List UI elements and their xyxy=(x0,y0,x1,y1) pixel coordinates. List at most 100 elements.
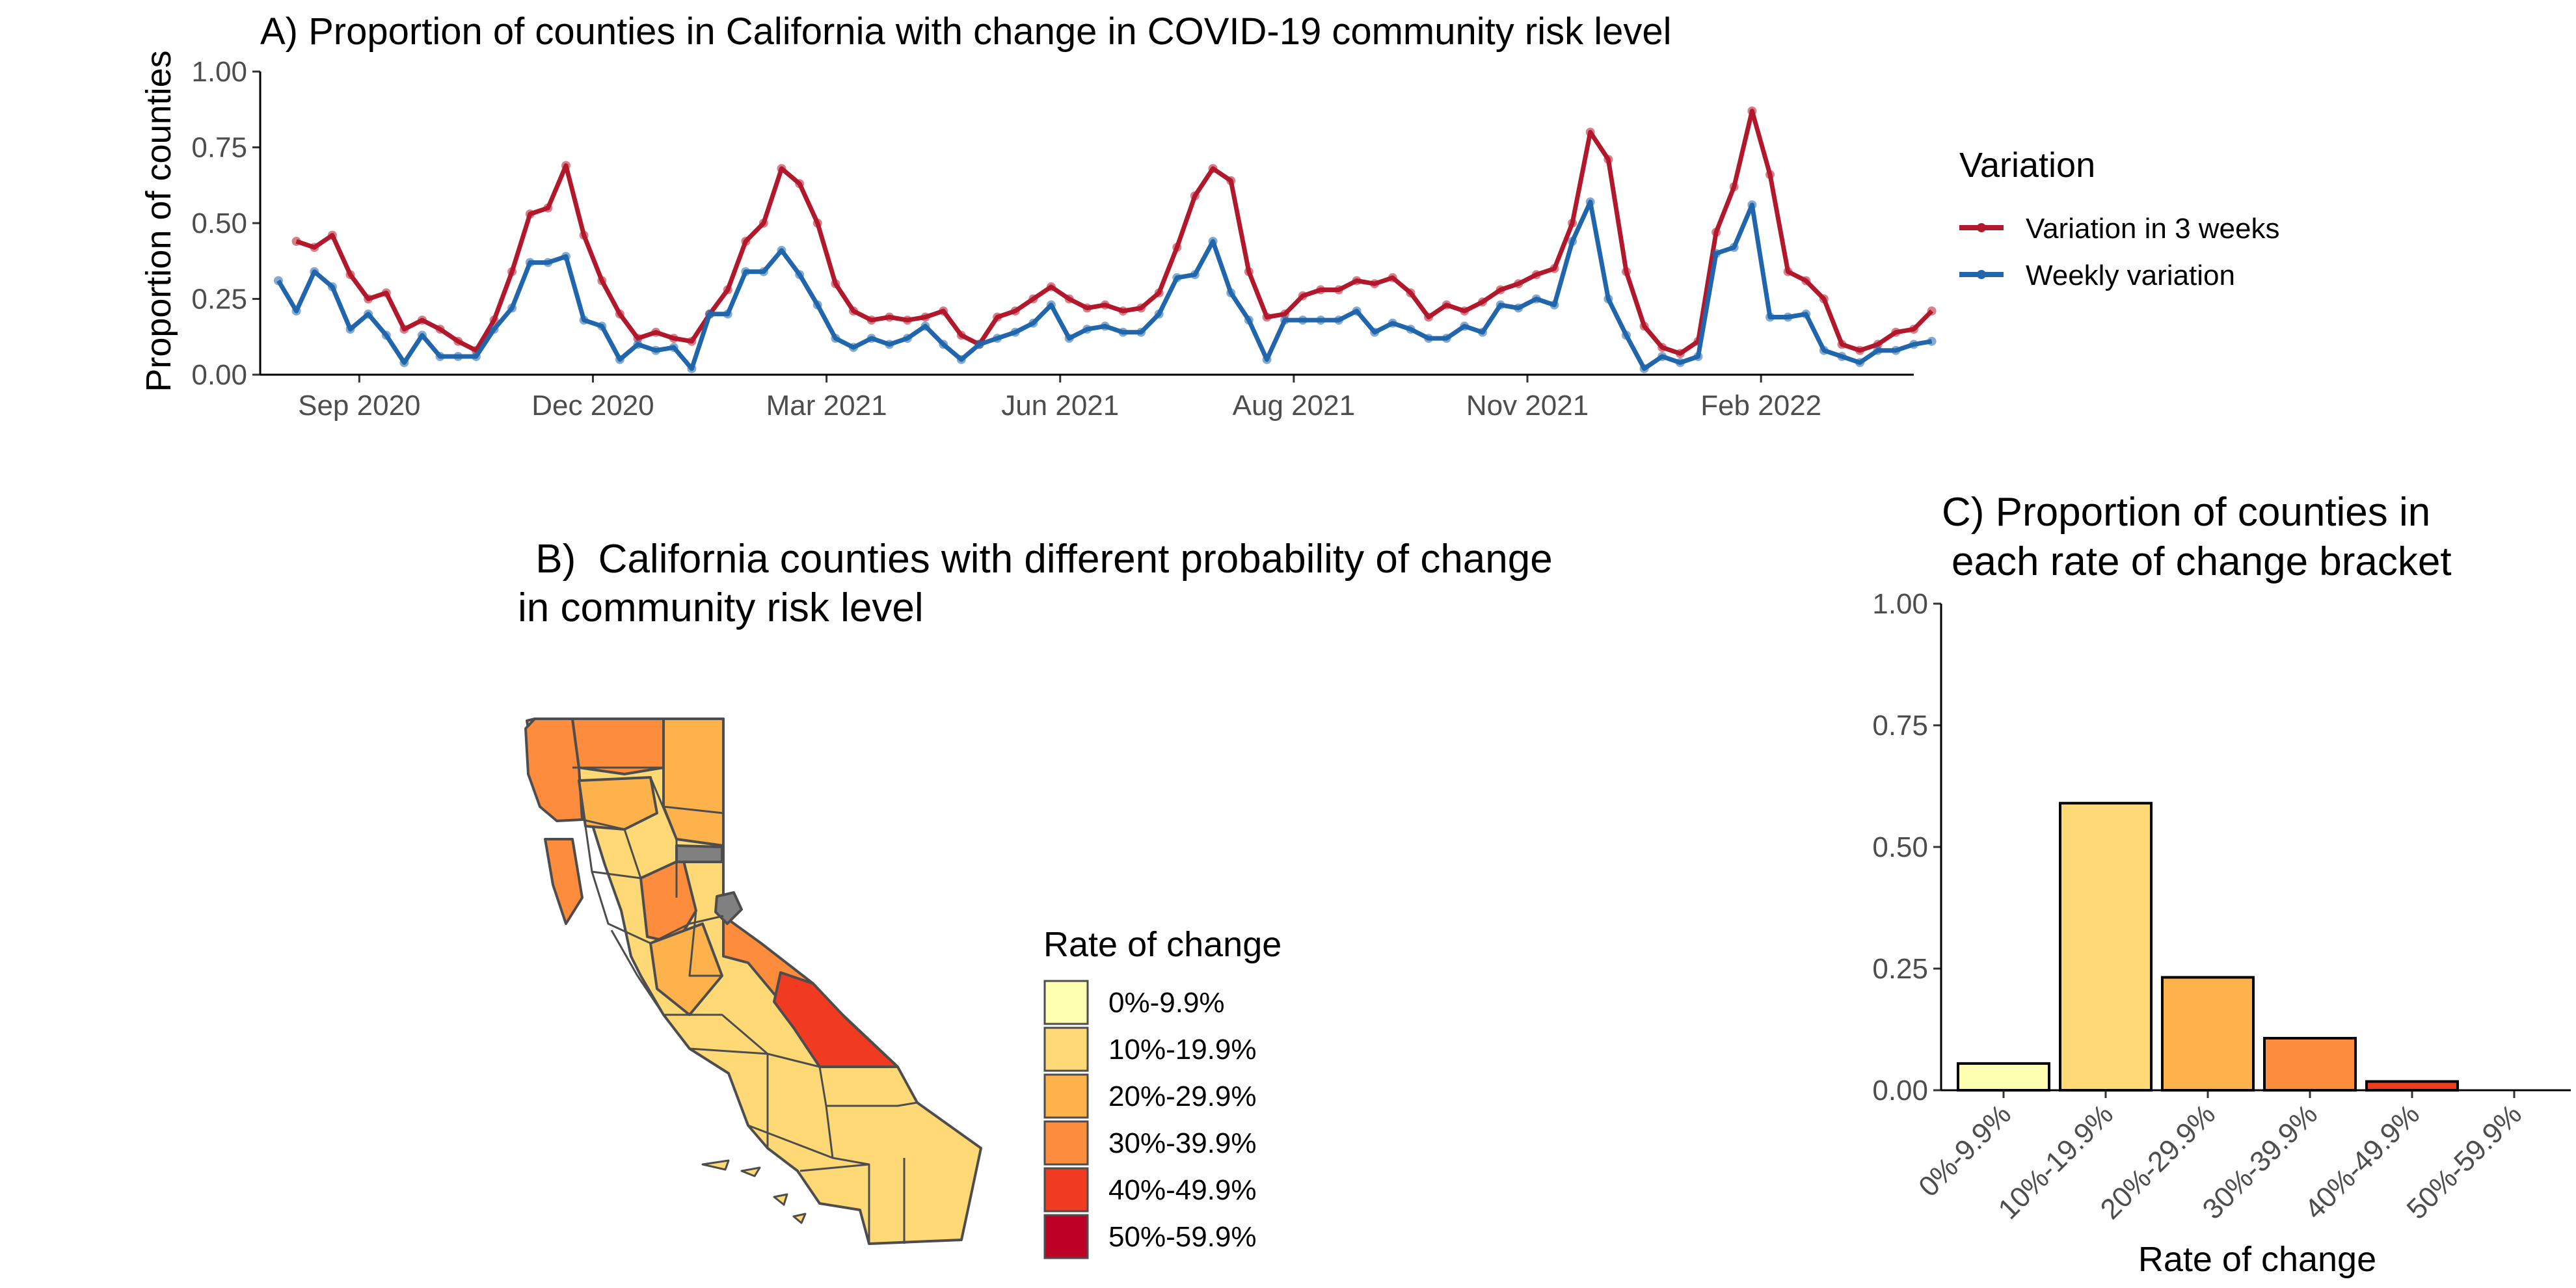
b-legend-key-2 xyxy=(1043,1073,1089,1119)
a-point xyxy=(777,164,786,174)
c-bar-1 xyxy=(2059,801,2153,1092)
a-point xyxy=(1568,219,1577,228)
a-point xyxy=(939,340,948,349)
a-y-tick-label: 0.25 xyxy=(191,284,247,315)
panel-c-title-line2: each rate of change bracket xyxy=(1952,539,2452,584)
a-point xyxy=(1531,270,1541,280)
a-point xyxy=(956,330,966,340)
a-point xyxy=(1100,300,1110,310)
a-point xyxy=(291,237,301,246)
a-point xyxy=(687,364,697,373)
a-point xyxy=(561,252,570,262)
c-bar-3 xyxy=(2263,1036,2357,1092)
legend-key-red-point xyxy=(1977,223,1986,232)
a-point xyxy=(1334,285,1343,295)
a-point xyxy=(1478,327,1487,337)
a-point xyxy=(1316,315,1326,325)
legend-key-blue-point xyxy=(1977,270,1986,279)
panel-c-title-line1: C) Proportion of counties in xyxy=(1942,490,2430,535)
b-legend-entry-2: 20%-29.9% xyxy=(1108,1080,1256,1112)
a-x-tick-label: Feb 2022 xyxy=(1700,390,1821,422)
a-point xyxy=(1909,340,1918,349)
a-point xyxy=(1208,237,1218,246)
a-point xyxy=(1406,325,1415,334)
b-legend-key-0 xyxy=(1043,980,1089,1025)
panel-b-title-line2: in community risk level xyxy=(518,585,924,630)
a-point xyxy=(1010,327,1020,337)
a-point xyxy=(849,343,858,353)
a-point xyxy=(1352,276,1362,286)
a-point xyxy=(274,276,283,286)
a-point xyxy=(1064,294,1074,304)
a-point xyxy=(381,288,391,298)
a-point xyxy=(777,245,786,255)
a-point xyxy=(1496,300,1505,310)
c-bar-2 xyxy=(2161,976,2255,1092)
a-point xyxy=(1729,182,1739,192)
a-point xyxy=(1082,303,1092,313)
c-y-tick-label: 0.00 xyxy=(1872,1075,1928,1107)
a-y-tick-label: 0.50 xyxy=(191,208,247,239)
a-y-tick-label: 0.00 xyxy=(191,359,247,391)
a-point xyxy=(1711,248,1721,258)
a-point xyxy=(1675,349,1685,358)
a-point xyxy=(1208,164,1218,174)
a-x-tick-label: Sep 2020 xyxy=(298,390,420,422)
a-point xyxy=(1711,228,1721,237)
a-point xyxy=(651,345,661,355)
a-point xyxy=(291,306,301,316)
a-point xyxy=(1172,243,1182,252)
b-legend-entry-1: 10%-19.9% xyxy=(1108,1034,1256,1066)
panel-a-legend-title: Variation xyxy=(1959,146,2095,185)
a-point xyxy=(1154,288,1164,298)
a-point xyxy=(1747,106,1757,116)
a-point xyxy=(1118,327,1128,337)
county-mendocino xyxy=(544,838,584,925)
a-point xyxy=(1442,334,1451,343)
a-point xyxy=(1747,200,1757,209)
a-point xyxy=(974,340,984,349)
panel-a-series xyxy=(274,106,1937,373)
a-point xyxy=(1585,197,1595,207)
a-point xyxy=(1154,309,1164,319)
a-point xyxy=(885,340,894,349)
a-point xyxy=(1496,285,1505,295)
a-point xyxy=(1046,300,1056,310)
a-point xyxy=(1855,345,1865,355)
channel-islands xyxy=(701,1159,807,1224)
a-point xyxy=(741,267,751,276)
a-point xyxy=(1028,294,1038,304)
a-point xyxy=(1298,291,1308,301)
legend-entry-weekly-variation: Weekly variation xyxy=(2026,260,2235,291)
a-point xyxy=(597,276,607,286)
a-point xyxy=(1927,336,1937,346)
a-point xyxy=(525,209,535,219)
a-point xyxy=(1603,155,1613,165)
a-point xyxy=(1226,288,1236,298)
a-point xyxy=(435,352,445,361)
a-point xyxy=(1424,334,1434,343)
a-point xyxy=(1424,312,1434,322)
a-point xyxy=(471,352,481,361)
a-point xyxy=(993,312,1002,322)
c-bar-0 xyxy=(1957,1062,2050,1092)
a-point xyxy=(902,334,912,343)
a-point xyxy=(1927,306,1937,316)
a-point xyxy=(669,343,678,353)
a-point xyxy=(1172,273,1182,282)
a-point xyxy=(1316,285,1326,295)
a-point xyxy=(1675,358,1685,368)
a-y-tick-label: 1.00 xyxy=(191,56,247,88)
a-point xyxy=(1819,345,1829,355)
a-point xyxy=(920,321,930,331)
a-point xyxy=(1783,312,1793,322)
a-point xyxy=(561,161,570,170)
b-legend-entry-3: 30%-39.9% xyxy=(1108,1127,1256,1159)
panel-a-x-ticks: Sep 2020 Dec 2020 Mar 2021 Jun 2021 Aug 2021… xyxy=(298,375,1821,422)
a-point xyxy=(1298,315,1308,325)
a-point xyxy=(1082,325,1092,334)
a-point xyxy=(1370,279,1380,289)
panel-a-legend: Variation Variation in 3 weeks Weekly va… xyxy=(1959,146,2280,291)
